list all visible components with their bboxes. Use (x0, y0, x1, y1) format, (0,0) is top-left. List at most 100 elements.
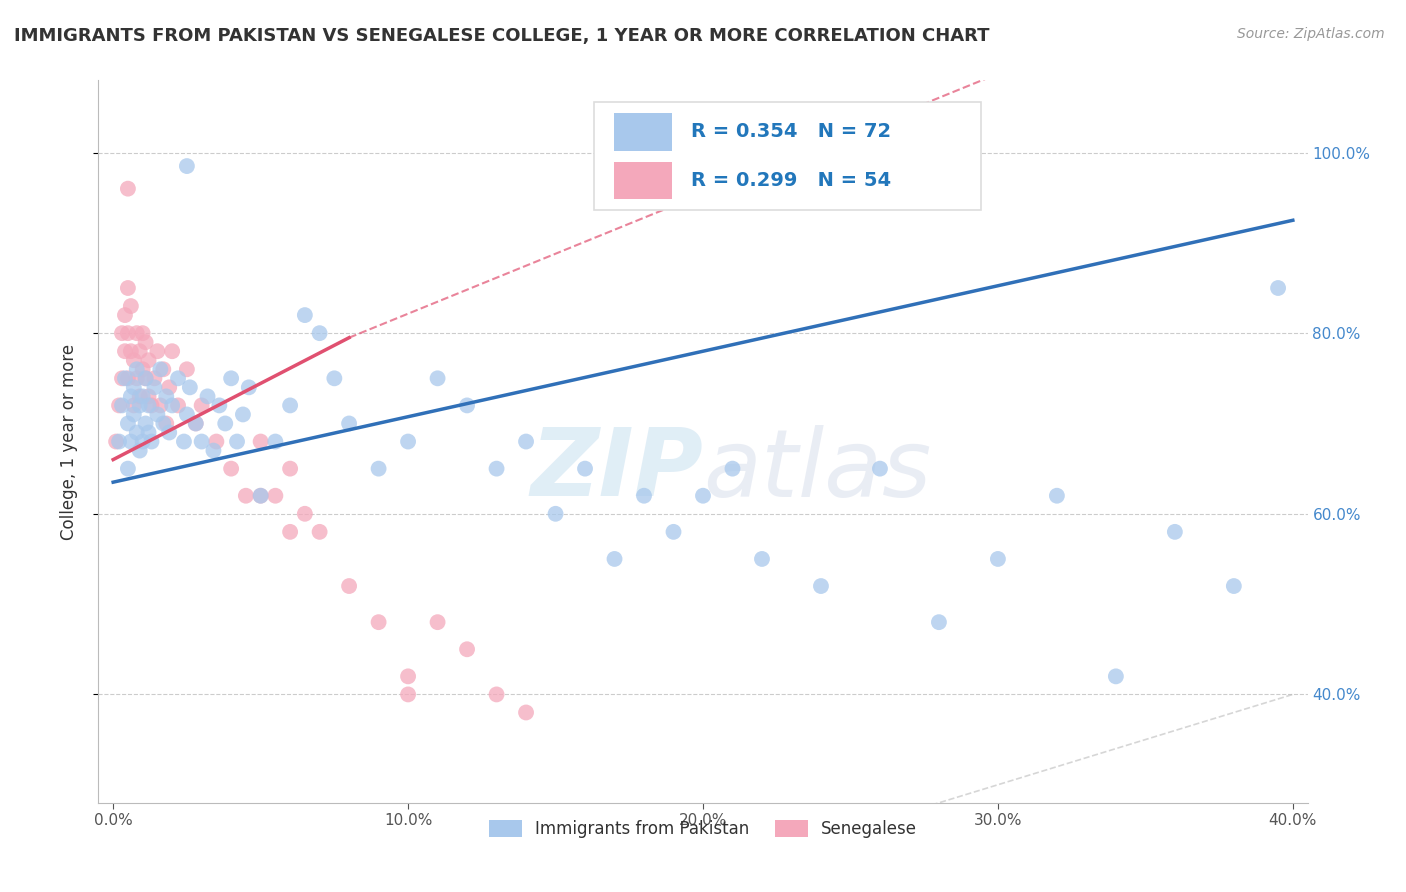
Point (202, 443, 225, 458)
Point (184, 417, 207, 431)
Point (249, 489, 271, 503)
Point (235, 489, 257, 503)
Point (167, 398, 190, 412)
Point (485, 687, 508, 701)
Point (515, 706, 537, 720)
Point (111, 326, 134, 341)
Point (155, 417, 177, 431)
Point (544, 507, 567, 521)
Point (149, 398, 172, 412)
Point (308, 524, 330, 539)
Point (138, 353, 160, 368)
Point (117, 371, 139, 385)
Text: atlas: atlas (703, 425, 931, 516)
Point (219, 371, 242, 385)
Point (146, 344, 169, 359)
Point (278, 461, 301, 475)
Point (125, 326, 148, 341)
Point (751, 552, 773, 566)
Point (396, 687, 419, 701)
Point (367, 615, 389, 630)
Point (117, 182, 139, 196)
Point (117, 326, 139, 341)
Point (141, 434, 163, 449)
Point (122, 380, 145, 394)
Legend: Immigrants from Pakistan, Senegalese: Immigrants from Pakistan, Senegalese (482, 814, 924, 845)
Point (179, 380, 201, 394)
Point (120, 389, 142, 403)
Point (111, 371, 134, 385)
Point (131, 362, 153, 376)
Point (122, 398, 145, 412)
Point (152, 417, 174, 431)
Point (662, 524, 685, 539)
Point (131, 326, 153, 341)
Point (117, 281, 139, 295)
Text: ZIP: ZIP (530, 425, 703, 516)
Point (122, 408, 145, 422)
Point (128, 344, 150, 359)
Point (176, 408, 198, 422)
Point (396, 434, 419, 449)
Point (128, 443, 150, 458)
Point (633, 489, 655, 503)
Point (125, 371, 148, 385)
Point (226, 434, 249, 449)
Point (135, 417, 157, 431)
Text: IMMIGRANTS FROM PAKISTAN VS SENEGALESE COLLEGE, 1 YEAR OR MORE CORRELATION CHART: IMMIGRANTS FROM PAKISTAN VS SENEGALESE C… (14, 27, 990, 45)
Point (114, 371, 136, 385)
Point (120, 344, 142, 359)
Point (167, 371, 190, 385)
Point (205, 434, 228, 449)
Point (157, 380, 180, 394)
Point (128, 389, 150, 403)
Point (337, 417, 360, 431)
Point (987, 552, 1010, 566)
Point (1164, 524, 1187, 539)
Point (131, 389, 153, 403)
Point (157, 425, 180, 440)
Point (249, 489, 271, 503)
Point (238, 380, 260, 394)
Point (574, 461, 596, 475)
Point (367, 461, 389, 475)
Point (108, 398, 131, 412)
Point (190, 398, 212, 412)
Point (176, 362, 198, 376)
Point (160, 398, 183, 412)
Point (456, 398, 478, 412)
Point (138, 425, 160, 440)
Point (143, 371, 166, 385)
Point (146, 408, 169, 422)
Point (323, 371, 346, 385)
Point (337, 579, 360, 593)
Point (138, 389, 160, 403)
Point (111, 398, 134, 412)
Point (125, 362, 148, 376)
Point (143, 380, 166, 394)
Point (928, 615, 950, 630)
Point (117, 461, 139, 475)
Point (1223, 579, 1246, 593)
Point (125, 425, 148, 440)
Point (135, 371, 157, 385)
Point (308, 326, 330, 341)
Point (190, 434, 212, 449)
Point (264, 434, 287, 449)
Point (294, 507, 316, 521)
Point (149, 362, 172, 376)
Point (122, 353, 145, 368)
Point (810, 579, 832, 593)
Point (120, 434, 142, 449)
Point (249, 434, 271, 449)
Point (114, 308, 136, 322)
Point (1046, 489, 1069, 503)
Point (152, 362, 174, 376)
Point (456, 642, 478, 657)
Point (184, 417, 207, 431)
Point (396, 669, 419, 683)
Point (1267, 281, 1289, 295)
Point (128, 398, 150, 412)
Point (160, 344, 183, 359)
Point (721, 461, 744, 475)
